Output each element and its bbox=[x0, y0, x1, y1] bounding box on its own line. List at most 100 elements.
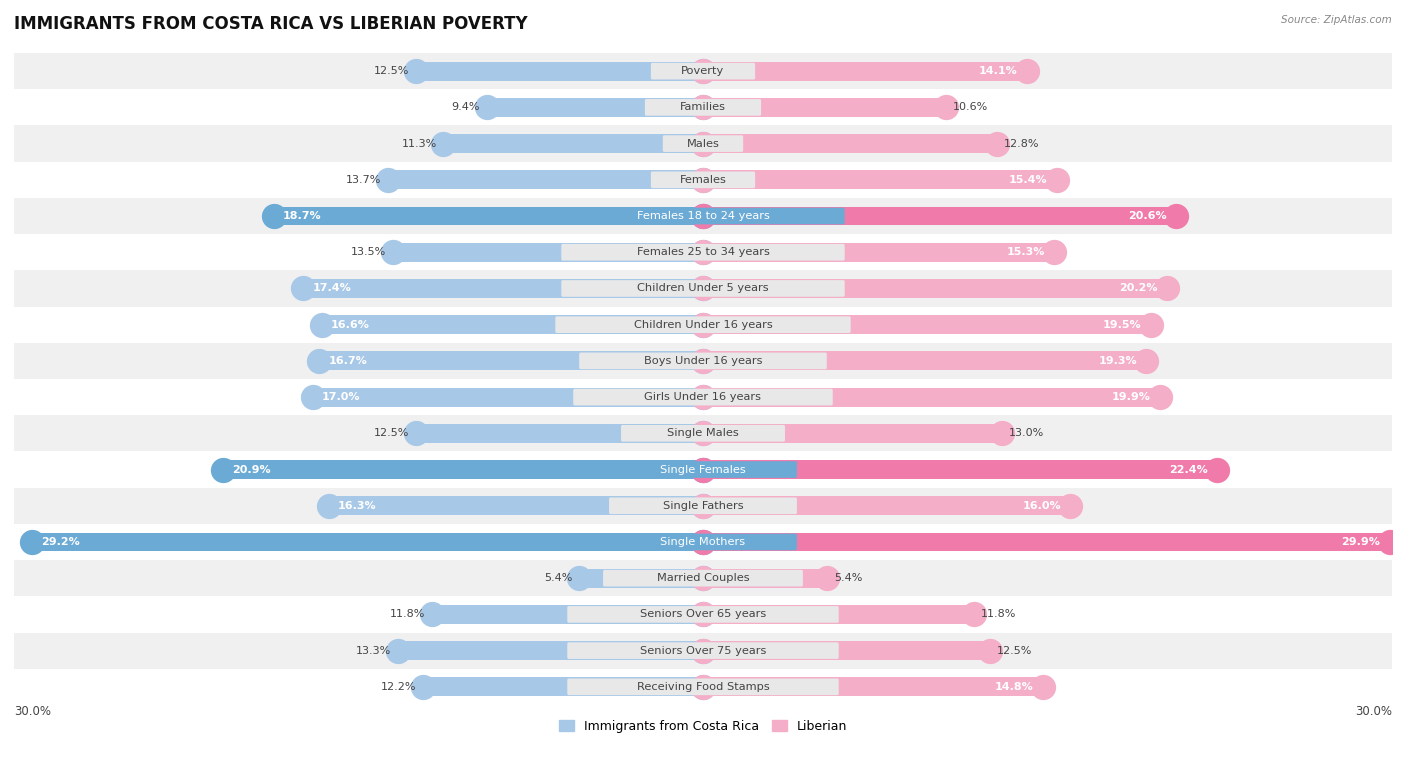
Text: 12.5%: 12.5% bbox=[374, 66, 409, 76]
Legend: Immigrants from Costa Rica, Liberian: Immigrants from Costa Rica, Liberian bbox=[554, 715, 852, 738]
FancyBboxPatch shape bbox=[651, 63, 755, 80]
Bar bbox=[703, 605, 974, 624]
FancyBboxPatch shape bbox=[561, 244, 845, 261]
Bar bbox=[14, 379, 1392, 415]
FancyBboxPatch shape bbox=[567, 606, 839, 623]
Bar bbox=[423, 678, 703, 697]
Text: 14.8%: 14.8% bbox=[995, 682, 1033, 692]
Bar bbox=[703, 207, 1175, 225]
Bar bbox=[14, 198, 1392, 234]
FancyBboxPatch shape bbox=[561, 208, 845, 224]
Bar bbox=[14, 126, 1392, 161]
Bar bbox=[14, 89, 1392, 126]
Bar bbox=[703, 387, 1160, 406]
Bar bbox=[14, 632, 1392, 669]
Text: 19.9%: 19.9% bbox=[1112, 392, 1152, 402]
FancyBboxPatch shape bbox=[609, 461, 797, 478]
Text: Single Females: Single Females bbox=[661, 465, 745, 475]
Text: 15.3%: 15.3% bbox=[1007, 247, 1045, 257]
Bar bbox=[703, 98, 946, 117]
Bar bbox=[224, 460, 703, 479]
Text: 22.4%: 22.4% bbox=[1170, 465, 1208, 475]
Bar bbox=[703, 134, 997, 153]
Text: 12.5%: 12.5% bbox=[374, 428, 409, 438]
Bar bbox=[703, 641, 990, 660]
Bar bbox=[312, 387, 703, 406]
FancyBboxPatch shape bbox=[561, 280, 845, 297]
FancyBboxPatch shape bbox=[567, 642, 839, 659]
Text: Seniors Over 75 years: Seniors Over 75 years bbox=[640, 646, 766, 656]
FancyBboxPatch shape bbox=[579, 352, 827, 369]
Text: 16.3%: 16.3% bbox=[337, 501, 377, 511]
Bar bbox=[703, 533, 1389, 551]
Bar bbox=[703, 460, 1218, 479]
Bar bbox=[319, 352, 703, 371]
Bar bbox=[703, 424, 1001, 443]
Text: 20.9%: 20.9% bbox=[232, 465, 271, 475]
Text: 19.3%: 19.3% bbox=[1098, 356, 1137, 366]
Bar bbox=[432, 605, 703, 624]
Text: 13.7%: 13.7% bbox=[346, 175, 381, 185]
Text: 30.0%: 30.0% bbox=[14, 705, 51, 718]
Text: Single Mothers: Single Mothers bbox=[661, 537, 745, 547]
Text: 12.5%: 12.5% bbox=[997, 646, 1032, 656]
Text: 29.2%: 29.2% bbox=[42, 537, 80, 547]
Text: 11.3%: 11.3% bbox=[401, 139, 437, 149]
Text: 20.6%: 20.6% bbox=[1128, 211, 1167, 221]
Text: Females 25 to 34 years: Females 25 to 34 years bbox=[637, 247, 769, 257]
Text: IMMIGRANTS FROM COSTA RICA VS LIBERIAN POVERTY: IMMIGRANTS FROM COSTA RICA VS LIBERIAN P… bbox=[14, 15, 527, 33]
Text: Girls Under 16 years: Girls Under 16 years bbox=[644, 392, 762, 402]
Bar bbox=[388, 171, 703, 190]
FancyBboxPatch shape bbox=[609, 534, 797, 550]
FancyBboxPatch shape bbox=[555, 316, 851, 333]
Text: Families: Families bbox=[681, 102, 725, 112]
Text: 16.6%: 16.6% bbox=[330, 320, 370, 330]
Text: 16.0%: 16.0% bbox=[1022, 501, 1062, 511]
Bar bbox=[398, 641, 703, 660]
Text: 15.4%: 15.4% bbox=[1010, 175, 1047, 185]
Bar bbox=[329, 496, 703, 515]
Text: 9.4%: 9.4% bbox=[451, 102, 481, 112]
Text: Males: Males bbox=[686, 139, 720, 149]
Text: 13.0%: 13.0% bbox=[1008, 428, 1043, 438]
Bar bbox=[703, 171, 1057, 190]
Bar bbox=[703, 568, 827, 587]
Bar bbox=[14, 271, 1392, 306]
Text: 20.2%: 20.2% bbox=[1119, 283, 1157, 293]
Bar bbox=[14, 487, 1392, 524]
Text: Females 18 to 24 years: Females 18 to 24 years bbox=[637, 211, 769, 221]
Text: 11.8%: 11.8% bbox=[389, 609, 425, 619]
Bar bbox=[703, 279, 1167, 298]
FancyBboxPatch shape bbox=[567, 678, 839, 695]
Text: 17.4%: 17.4% bbox=[312, 283, 352, 293]
Bar bbox=[14, 234, 1392, 271]
Text: 12.8%: 12.8% bbox=[1004, 139, 1039, 149]
Text: Children Under 5 years: Children Under 5 years bbox=[637, 283, 769, 293]
Bar bbox=[14, 524, 1392, 560]
FancyBboxPatch shape bbox=[621, 425, 785, 442]
Text: Poverty: Poverty bbox=[682, 66, 724, 76]
Text: 5.4%: 5.4% bbox=[834, 573, 862, 583]
Bar bbox=[14, 53, 1392, 89]
Bar bbox=[703, 315, 1152, 334]
Text: 29.9%: 29.9% bbox=[1341, 537, 1381, 547]
Bar bbox=[703, 352, 1146, 371]
Bar bbox=[304, 279, 703, 298]
FancyBboxPatch shape bbox=[609, 497, 797, 514]
Text: 17.0%: 17.0% bbox=[322, 392, 360, 402]
Bar bbox=[14, 343, 1392, 379]
Bar bbox=[322, 315, 703, 334]
FancyBboxPatch shape bbox=[603, 570, 803, 587]
Text: 19.5%: 19.5% bbox=[1102, 320, 1142, 330]
Text: Boys Under 16 years: Boys Under 16 years bbox=[644, 356, 762, 366]
Bar bbox=[14, 306, 1392, 343]
Text: Source: ZipAtlas.com: Source: ZipAtlas.com bbox=[1281, 15, 1392, 25]
Text: 11.8%: 11.8% bbox=[981, 609, 1017, 619]
FancyBboxPatch shape bbox=[651, 171, 755, 188]
Bar bbox=[703, 61, 1026, 80]
Bar bbox=[274, 207, 703, 225]
Bar bbox=[14, 669, 1392, 705]
Text: 5.4%: 5.4% bbox=[544, 573, 572, 583]
Text: 14.1%: 14.1% bbox=[979, 66, 1018, 76]
Bar bbox=[14, 597, 1392, 632]
